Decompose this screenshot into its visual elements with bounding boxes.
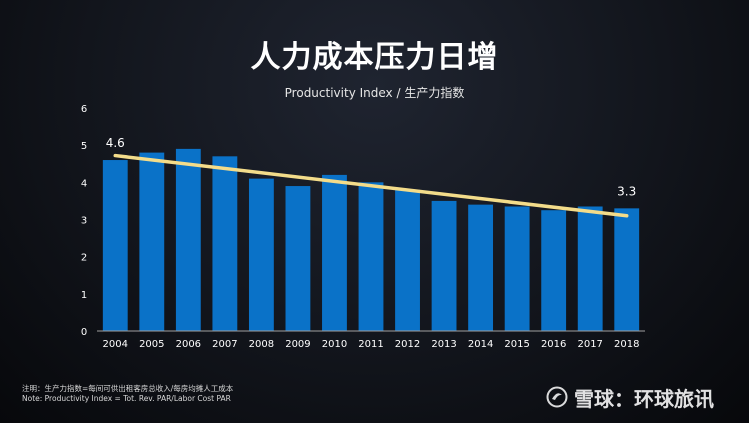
bar-2006 <box>175 148 201 331</box>
y-tick-label: 5 <box>81 141 87 152</box>
snowball-logo-icon <box>546 386 568 408</box>
footnote-formula-cn: 注明：生产力指数=每间可供出租客房总收入/每房均摊人工成本 <box>22 384 234 393</box>
bar-series <box>102 148 640 331</box>
data-label: 3.3 <box>617 184 636 198</box>
slide-title: 人力成本压力日增 <box>250 40 499 75</box>
x-axis-ticks: 2004 2005 2006 2007 2008 2009 2010 2011 2012 2013… <box>103 339 640 350</box>
bar-2011 <box>358 182 384 331</box>
bar-2014 <box>468 204 494 331</box>
watermark-text: 雪球：环球旅讯 <box>574 386 714 411</box>
x-tick-label: 2009 <box>285 339 310 350</box>
y-tick-label: 6 <box>81 104 87 115</box>
bar-2007 <box>212 156 238 331</box>
y-axis-ticks: 0 1 2 3 4 5 6 <box>81 104 87 338</box>
x-tick-label: 2007 <box>212 339 237 350</box>
bar-2005 <box>139 152 165 331</box>
x-tick-label: 2004 <box>103 339 128 350</box>
x-tick-label: 2012 <box>395 339 420 350</box>
y-tick-label: 3 <box>81 216 87 227</box>
bar-2013 <box>431 200 457 331</box>
bar-2016 <box>541 210 567 331</box>
bar-2004 <box>102 160 128 331</box>
x-tick-label: 2006 <box>176 339 201 350</box>
y-tick-label: 2 <box>81 253 87 264</box>
x-tick-label: 2014 <box>468 339 493 350</box>
x-tick-label: 2016 <box>541 339 566 350</box>
x-tick-label: 2018 <box>614 339 639 350</box>
x-tick-label: 2005 <box>139 339 164 350</box>
bar-2008 <box>248 178 274 331</box>
y-tick-label: 4 <box>81 178 87 189</box>
x-tick-label: 2008 <box>249 339 274 350</box>
y-tick-label: 1 <box>81 290 87 301</box>
data-annotations: 4.6 3.3 <box>106 136 637 198</box>
trend-line <box>113 153 629 218</box>
bar-2017 <box>577 206 603 331</box>
chart-title: Productivity Index / 生产力指数 <box>284 86 465 100</box>
data-label: 4.6 <box>106 136 125 150</box>
footnote-formula-en: Note: Productivity Index = Tot. Rev. PAR… <box>22 394 231 403</box>
x-tick-label: 2017 <box>577 339 602 350</box>
bar-2012 <box>395 189 420 331</box>
bar-2009 <box>285 186 311 331</box>
bar-2018 <box>614 208 640 331</box>
x-tick-label: 2015 <box>504 339 529 350</box>
footnote: 注明：生产力指数=每间可供出租客房总收入/每房均摊人工成本 Note: Prod… <box>22 384 233 404</box>
x-tick-label: 2011 <box>358 339 383 350</box>
x-tick-label: 2013 <box>431 339 456 350</box>
x-tick-label: 2010 <box>322 339 347 350</box>
y-tick-label: 0 <box>81 327 87 338</box>
bar-2015 <box>504 206 530 331</box>
bar-2010 <box>322 174 347 331</box>
watermark: 雪球：环球旅讯 <box>546 385 714 411</box>
